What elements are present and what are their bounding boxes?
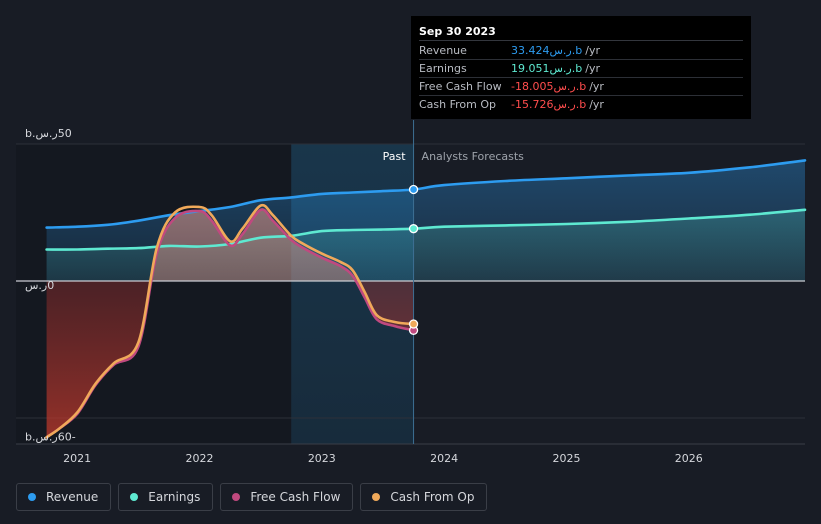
legend: Revenue Earnings Free Cash Flow Cash Fro… xyxy=(16,483,488,511)
x-tick-label: 2026 xyxy=(675,452,703,465)
x-tick-label: 2024 xyxy=(430,452,458,465)
legend-item-free-cash-flow[interactable]: Free Cash Flow xyxy=(220,483,354,511)
cash-from-op-line xyxy=(45,203,415,439)
y-tick-label: 0ر.س xyxy=(25,279,54,292)
legend-label: Earnings xyxy=(148,490,201,504)
tooltip-value: 19.051ر.س.b xyxy=(511,62,583,75)
legend-label: Revenue xyxy=(46,490,99,504)
tooltip-row-cash-from-op: Cash From Op -15.726ر.س.b /yr xyxy=(419,96,743,113)
tooltip-label: Revenue xyxy=(419,44,467,57)
tooltip-row-earnings: Earnings 19.051ر.س.b /yr xyxy=(419,60,743,78)
legend-item-earnings[interactable]: Earnings xyxy=(118,483,214,511)
tooltip-date: Sep 30 2023 xyxy=(419,23,743,41)
past-label: Past xyxy=(383,150,407,163)
tooltip-row-revenue: Revenue 33.424ر.س.b /yr xyxy=(419,42,743,60)
tooltip-label: Free Cash Flow xyxy=(419,80,502,93)
earnings-point xyxy=(408,224,419,234)
cash-flow-positive-area xyxy=(46,209,414,281)
tooltip-value: -18.005ر.س.b xyxy=(511,80,587,93)
tooltip-label: Cash From Op xyxy=(419,98,497,111)
x-tick-label: 2022 xyxy=(185,452,213,465)
y-tick-label: 50ر.س.b xyxy=(25,127,72,140)
revenue-line xyxy=(45,159,807,229)
legend-label: Free Cash Flow xyxy=(250,490,341,504)
legend-item-cash-from-op[interactable]: Cash From Op xyxy=(360,483,488,511)
legend-dot-icon xyxy=(28,493,36,501)
tooltip-unit: /yr xyxy=(585,44,600,57)
forecast-label: Analysts Forecasts xyxy=(422,150,525,163)
legend-dot-icon xyxy=(130,493,139,501)
tooltip-label: Earnings xyxy=(419,62,467,75)
tooltip-value: -15.726ر.س.b xyxy=(511,98,587,111)
tooltip-unit: /yr xyxy=(589,98,604,111)
tooltip-unit: /yr xyxy=(585,62,600,75)
tooltip-row-free-cash-flow: Free Cash Flow -18.005ر.س.b /yr xyxy=(419,78,743,96)
tooltip-value: 33.424ر.س.b xyxy=(511,44,583,57)
x-tick-label: 2023 xyxy=(308,452,336,465)
legend-dot-icon xyxy=(372,493,381,501)
legend-dot-icon xyxy=(232,493,241,501)
legend-item-revenue[interactable]: Revenue xyxy=(16,483,112,511)
x-tick-label: 2025 xyxy=(552,452,580,465)
tooltip: Sep 30 2023 Revenue 33.424ر.س.b /yr Earn… xyxy=(411,16,751,119)
legend-label: Cash From Op xyxy=(390,490,475,504)
earnings-line xyxy=(45,208,807,251)
tooltip-unit: /yr xyxy=(589,80,604,93)
cash-flow-negative-area xyxy=(46,281,414,438)
cash-from-op-point xyxy=(408,319,419,329)
revenue-point xyxy=(408,184,419,195)
y-tick-label: -60ر.س.b xyxy=(25,430,76,443)
x-tick-label: 2021 xyxy=(63,452,91,465)
